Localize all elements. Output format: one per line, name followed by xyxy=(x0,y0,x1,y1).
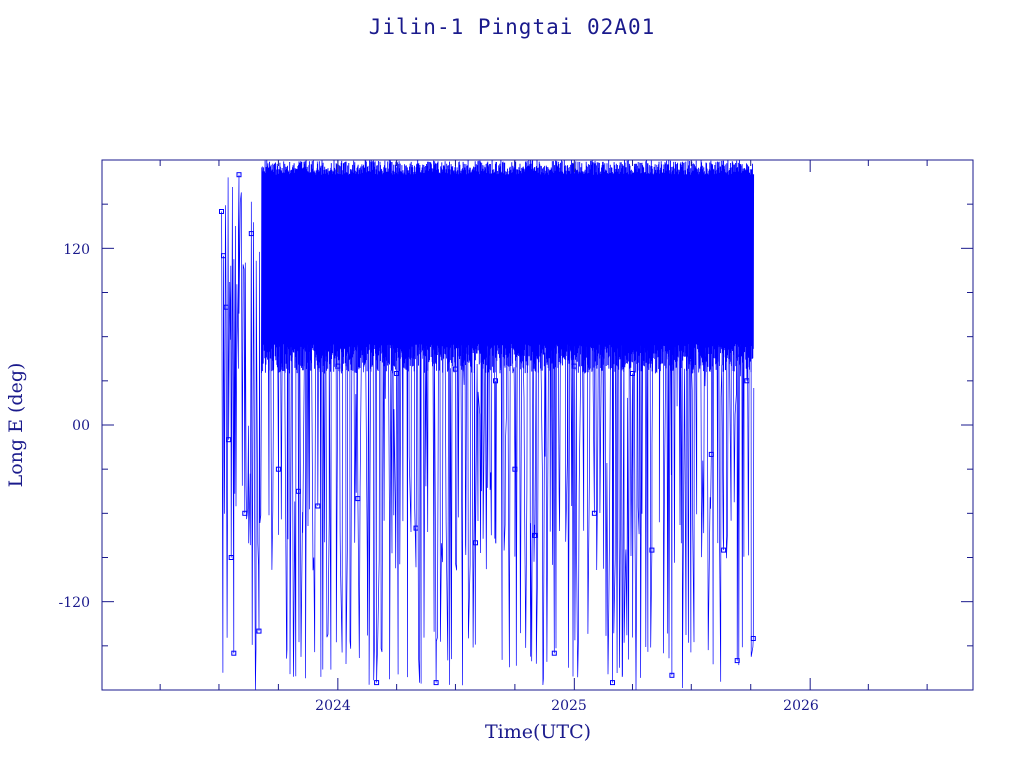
series-line xyxy=(221,160,755,690)
y-tick-label: -120 xyxy=(59,595,90,611)
x-tick-label: 2024 xyxy=(315,698,351,714)
data-point xyxy=(275,466,281,472)
data-point xyxy=(335,363,341,369)
data-point xyxy=(688,356,694,362)
data-point xyxy=(355,496,361,502)
data-point xyxy=(512,466,518,472)
x-tick-label: 2025 xyxy=(551,698,587,714)
data-point xyxy=(734,658,740,664)
data-point xyxy=(630,371,635,376)
data-point xyxy=(242,510,248,516)
data-point xyxy=(295,488,301,494)
data-point xyxy=(433,680,439,686)
data-point xyxy=(265,282,271,288)
data-point xyxy=(591,510,597,516)
data-point xyxy=(223,304,229,310)
data-point xyxy=(248,231,254,237)
data-point xyxy=(721,547,727,553)
y-tick-label: 00 xyxy=(72,418,90,434)
data-point xyxy=(669,672,675,678)
data-point xyxy=(221,253,226,259)
data-point xyxy=(394,371,400,376)
data-point xyxy=(236,172,242,178)
data-point xyxy=(750,636,756,641)
data-point xyxy=(452,366,458,372)
data-point xyxy=(744,378,750,384)
data-point xyxy=(551,650,557,656)
x-axis-label: Time(UTC) xyxy=(485,721,591,743)
data-point xyxy=(473,540,478,546)
data-point xyxy=(571,363,577,369)
data-point xyxy=(610,680,615,686)
axis-ticks xyxy=(102,160,973,690)
data-point xyxy=(532,532,538,538)
data-point xyxy=(284,319,290,325)
data-point xyxy=(413,525,419,531)
data-point xyxy=(374,680,380,686)
data-point xyxy=(228,555,234,560)
data-point xyxy=(649,547,655,553)
data-point xyxy=(256,628,262,634)
chart-title: Jilin-1 Pingtai 02A01 xyxy=(368,15,656,39)
y-axis-label: Long E (deg) xyxy=(5,363,27,488)
data-point xyxy=(493,378,498,384)
y-tick-label: 120 xyxy=(63,242,90,258)
data-point xyxy=(315,503,321,509)
series-dense-band xyxy=(261,159,755,374)
data-layer xyxy=(219,159,756,690)
data-point xyxy=(708,451,714,457)
data-point xyxy=(231,650,237,656)
data-point xyxy=(226,437,232,443)
x-tick-label: 2026 xyxy=(783,698,819,714)
data-point xyxy=(219,209,224,214)
